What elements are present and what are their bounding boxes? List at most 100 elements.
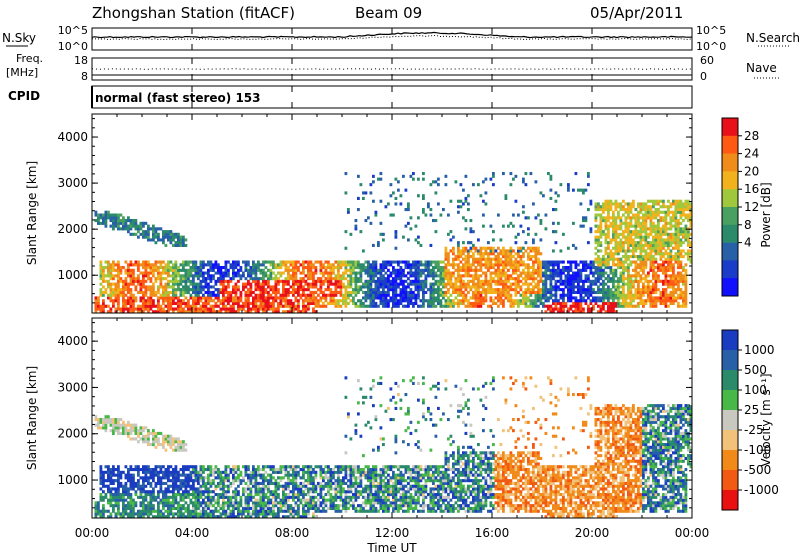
power-cell [652,227,655,230]
power-cell [210,294,213,297]
power-cell [572,302,575,305]
power-cell [477,302,480,305]
power-cell [665,294,668,297]
velocity-cell [97,504,100,507]
power-cell [680,211,683,214]
power-cell [392,299,395,302]
power-cell [565,285,568,288]
power-cell [102,219,105,222]
power-cell [357,197,360,200]
power-cell [642,208,645,211]
power-cell [105,266,108,269]
power-cell [377,277,380,280]
power-cell [550,269,553,272]
power-cell [457,244,460,247]
power-cell [337,274,340,277]
power-cell [235,285,238,288]
power-cell [115,269,118,272]
power-cell [342,272,345,275]
power-cell [597,288,600,291]
power-cell [322,280,325,283]
power-cell [372,288,375,291]
power-cell [102,302,105,305]
power-cell [615,302,618,305]
velocity-cell [122,424,125,427]
power-cell [392,302,395,305]
velocity-cell [107,465,110,468]
power-cell [515,252,518,255]
power-cell [597,205,600,208]
power-cell [570,269,573,272]
velocity-cell [147,440,150,443]
power-cell [430,214,433,217]
power-cell [370,305,373,308]
power-cell [340,263,343,266]
power-cell [307,283,310,286]
power-cell [267,274,270,277]
power-cell [462,263,465,266]
velocity-cell [120,426,123,429]
power-cell [610,308,613,311]
power-cell [485,272,488,275]
power-cell [135,296,138,299]
power-cell [275,294,278,297]
power-cell [472,305,475,308]
velocity-cell [132,429,135,432]
power-cell [315,269,318,272]
power-cell [625,261,628,264]
power-cell [530,302,533,305]
power-cell [537,291,540,294]
power-cell [670,280,673,283]
power-cell [447,277,450,280]
power-cell [395,299,398,302]
power-cell [285,305,288,308]
power-cell [685,283,688,286]
power-cell [632,252,635,255]
power-cell [407,299,410,302]
power-cell [150,308,153,311]
power-cell [322,266,325,269]
power-cell [127,227,130,230]
power-cell [247,261,250,264]
power-cell [377,291,380,294]
power-cell [407,305,410,308]
velocity-cell [130,485,133,488]
power-cell [222,299,225,302]
power-cell [535,305,538,308]
power-cell [197,294,200,297]
velocity-cell [110,487,113,490]
power-cell [422,211,425,214]
power-cell [260,294,263,297]
power-cell [417,272,420,275]
power-cell [512,263,515,266]
power-cell [172,280,175,283]
power-cell [202,302,205,305]
power-cell [382,238,385,241]
power-cell [277,296,280,299]
power-cell [527,283,530,286]
power-cell [355,283,358,286]
power-cell [645,241,648,244]
power-cell [292,294,295,297]
power-cell [225,288,228,291]
power-cell [345,277,348,280]
power-cell [367,261,370,264]
power-cell [675,244,678,247]
power-cell [510,305,513,308]
power-cell [562,299,565,302]
power-cell [205,291,208,294]
power-cell [635,294,638,297]
power-cell [670,238,673,241]
power-cell [510,247,513,250]
power-cell [140,263,143,266]
power-cell [380,302,383,305]
power-cell [147,236,150,239]
power-cell [475,261,478,264]
power-cell [260,302,263,305]
power-cell [445,285,448,288]
power-cell [597,274,600,277]
power-cell [322,283,325,286]
power-cell [345,291,348,294]
power-cell [612,261,615,264]
power-cell [590,302,593,305]
